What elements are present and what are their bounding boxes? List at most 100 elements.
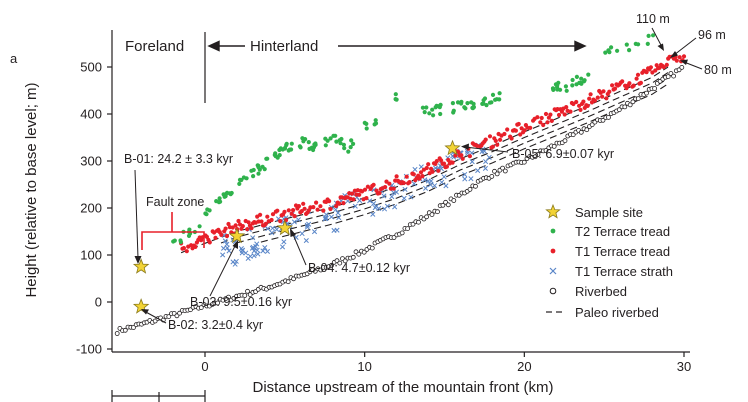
t1-point [394, 174, 399, 179]
riverbed-point [521, 159, 527, 165]
t2-point [349, 138, 354, 143]
t1-point [635, 72, 641, 77]
riverbed-point [369, 245, 375, 251]
t1-point [184, 249, 189, 254]
strath-point [334, 227, 340, 233]
t1-point [587, 96, 592, 101]
strath-point [441, 174, 447, 180]
riverbed-point [679, 65, 685, 70]
t1-point [612, 86, 618, 91]
t1-point [327, 199, 332, 204]
strath-point [260, 248, 266, 254]
y-tick-label: 300 [80, 154, 102, 169]
scale-bar [111, 390, 206, 402]
riverbed-point [489, 173, 495, 179]
strath-point [245, 255, 251, 261]
b04-label: B-04: 4.7±0.12 kyr [308, 261, 410, 275]
legend-t2-icon [550, 228, 556, 234]
t1-point [265, 214, 270, 219]
t1-point [543, 111, 549, 117]
t2-point [450, 101, 455, 106]
x-tick-label: 20 [517, 359, 531, 374]
fault-zone-bracket [141, 212, 205, 250]
riverbed-point [494, 171, 500, 177]
t1-point [588, 92, 593, 97]
strath-point [311, 229, 318, 235]
strath-point [475, 168, 481, 174]
riverbed-point [584, 127, 590, 133]
riverbed-point [652, 86, 657, 91]
t1-point [638, 80, 644, 85]
strath-point [423, 185, 429, 191]
riverbed-point [606, 115, 611, 120]
elev-110-arrowhead [657, 43, 664, 51]
t2-point [217, 196, 222, 201]
strath-point [425, 178, 431, 184]
t2-point [431, 113, 436, 118]
legend: Sample site T2 Terrace tread T1 Terrace … [545, 203, 673, 320]
riverbed-point [285, 279, 291, 285]
t1-point [401, 180, 406, 186]
strath-point [299, 231, 305, 237]
riverbed-point [665, 74, 671, 79]
riverbed-point [473, 183, 478, 189]
t2-point [615, 48, 620, 53]
strath-point [323, 216, 329, 222]
t1-point [620, 79, 625, 84]
t2-point [239, 177, 244, 183]
t2-point [289, 141, 294, 146]
t1-point [439, 158, 444, 163]
strath-point [427, 182, 433, 188]
riverbed-point [122, 327, 128, 333]
t2-point [550, 86, 556, 91]
t1-point [418, 170, 424, 175]
strath-point [381, 193, 387, 199]
strath-point [391, 190, 397, 196]
t2-point [627, 48, 632, 53]
y-axis-label: Height (relative to base level; m) [23, 82, 40, 297]
t1-point [296, 204, 301, 209]
t2-point [256, 171, 261, 176]
strath-point [251, 248, 257, 254]
t2-point [223, 194, 228, 199]
t1-point [318, 204, 323, 209]
t1-point [341, 201, 346, 206]
t2-point [346, 149, 351, 154]
t1-point [664, 62, 669, 67]
t1-point [328, 206, 333, 212]
riverbed-point [616, 107, 622, 113]
t1-point [541, 122, 546, 128]
t2-point [480, 101, 485, 106]
fault-zone-label: Fault zone [146, 195, 204, 209]
t2-point [273, 151, 278, 156]
t1-point [604, 96, 609, 101]
riverbed-point [131, 325, 136, 330]
riverbed-point [543, 148, 549, 153]
t1-point [522, 128, 527, 133]
t2-point [341, 142, 346, 147]
y-tick-label: 0 [95, 295, 102, 310]
strath-point [408, 194, 414, 200]
t2-point [420, 105, 425, 110]
riverbed-point [350, 254, 356, 260]
paleo-riverbed-line [236, 77, 669, 244]
t1-point [578, 107, 583, 112]
panel-label: a [10, 51, 18, 66]
t2-point [229, 190, 234, 196]
elev-80-label: 80 m [704, 63, 732, 77]
t2-point [422, 110, 427, 115]
t1-point [516, 121, 521, 127]
t1-point [404, 174, 409, 179]
legend-strath-icon [549, 267, 557, 275]
t1-point [467, 154, 472, 159]
t1-point [545, 120, 550, 125]
t1-point [424, 165, 429, 171]
t1-point [483, 137, 488, 142]
t2-point [465, 101, 470, 106]
elev-96-arrowhead [670, 51, 678, 58]
riverbed-point [445, 202, 451, 208]
t1-point [384, 179, 389, 184]
strath-point [462, 176, 468, 182]
riverbed-point [600, 117, 606, 123]
strath-point [370, 211, 376, 217]
